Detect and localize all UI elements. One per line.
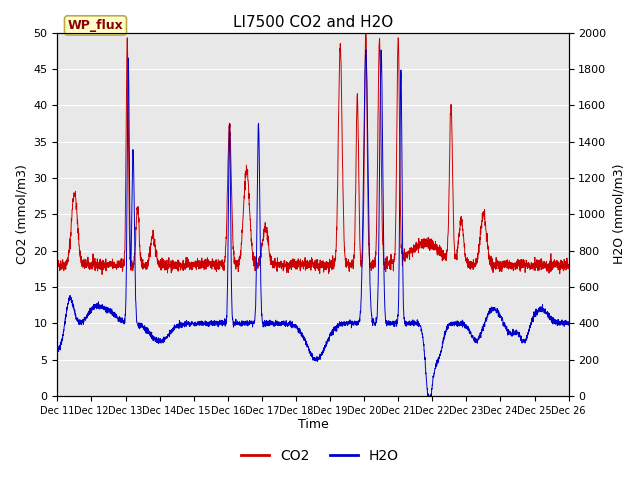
Title: LI7500 CO2 and H2O: LI7500 CO2 and H2O bbox=[233, 15, 393, 30]
Legend: CO2, H2O: CO2, H2O bbox=[236, 443, 404, 468]
Y-axis label: H2O (mmol/m3): H2O (mmol/m3) bbox=[612, 164, 625, 264]
X-axis label: Time: Time bbox=[298, 419, 328, 432]
Text: WP_flux: WP_flux bbox=[68, 19, 124, 32]
Y-axis label: CO2 (mmol/m3): CO2 (mmol/m3) bbox=[15, 164, 28, 264]
